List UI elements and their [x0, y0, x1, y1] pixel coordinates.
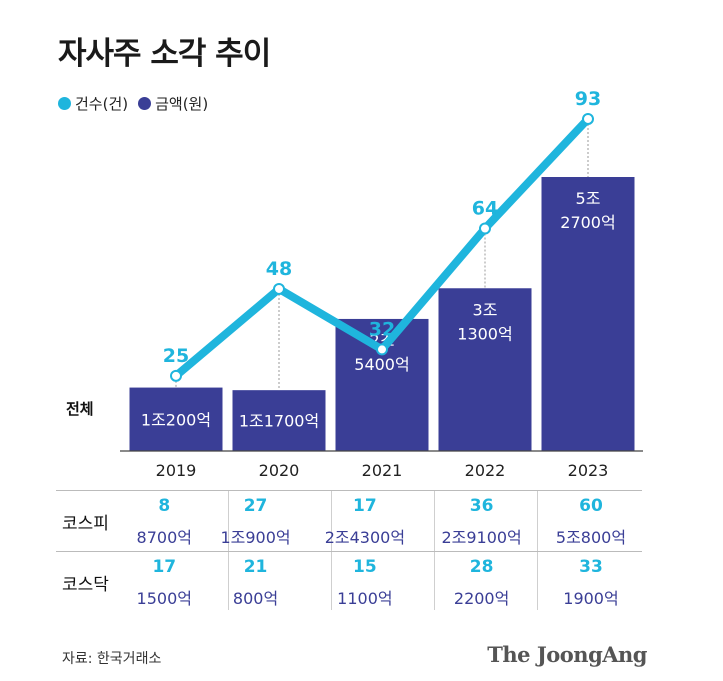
kospi-count-2020: 27	[204, 490, 307, 521]
column-divider	[434, 490, 435, 610]
table-row-kosdaq-amount: 1500억 800억 1100억 2200억 1900억	[56, 582, 642, 612]
count-label-2023: 93	[575, 88, 601, 110]
bar-label-2022: 3조	[473, 300, 498, 319]
kospi-count-2022: 36	[423, 490, 540, 521]
legend-amount-label: 금액(원)	[155, 95, 209, 113]
kosdaq-count-2023: 33	[539, 551, 642, 582]
source-note: 자료: 한국거래소	[62, 651, 162, 667]
legend-item-amount: 금액(원)	[138, 93, 208, 114]
legend-amount-swatch	[138, 97, 152, 110]
bar-label-2020: 1조1700억	[239, 412, 319, 431]
kospi-count-2023: 60	[539, 490, 642, 521]
kospi-amount-2022: 2조9100억	[441, 528, 522, 547]
column-divider	[331, 490, 332, 610]
kospi-count-2019: 8	[124, 490, 205, 521]
bar-label-2019: 1조200억	[141, 410, 211, 429]
chart-area: 1조200억 1조1700억2조5400억3조1300억5조2700억254832…	[120, 88, 643, 480]
year-label-2023: 2023	[568, 461, 609, 480]
count-point-2019	[170, 369, 182, 382]
year-label-2020: 2020	[259, 461, 300, 480]
kospi-amount-2019: 8700억	[136, 528, 192, 547]
year-label-2022: 2022	[465, 461, 506, 480]
count-label-2022: 64	[472, 198, 498, 220]
count-point-2021	[376, 343, 388, 356]
kospi-amount-2023: 5조800억	[555, 528, 627, 547]
chart-title: 자사주 소각 추이	[58, 36, 271, 72]
kosdaq-amount-2022: 2200억	[453, 589, 510, 608]
legend-item-count: 건수(건)	[58, 93, 128, 114]
year-label-2021: 2021	[362, 461, 403, 480]
bar-label-2021: 5400억	[354, 355, 409, 374]
kosdaq-count-2019: 17	[124, 551, 205, 582]
bar-label-2023: 5조	[576, 189, 601, 208]
market-label-kospi: 코스피	[56, 490, 124, 552]
bar-2020	[232, 390, 326, 451]
legend: 건수(건) 금액(원)	[58, 93, 218, 114]
market-label-kosdaq: 코스닥	[56, 551, 124, 612]
kosdaq-amount-2021: 1100억	[337, 589, 393, 608]
table-row-kosdaq-count: 코스닥 17 21 15 28 33	[56, 551, 642, 612]
row-label-total: 전체	[66, 400, 94, 418]
column-divider	[228, 490, 229, 610]
kosdaq-amount-2020: 800억	[232, 589, 279, 608]
count-point-2022	[479, 222, 491, 235]
count-label-2020: 48	[266, 258, 292, 280]
table-row-kospi-amount: 8700억 1조900억 2조4300억 2조9100억 5조800억	[56, 521, 642, 552]
bar-2021	[335, 318, 429, 451]
bar-2023	[541, 177, 635, 451]
bar-2022	[438, 288, 532, 451]
legend-count-label: 건수(건)	[75, 95, 129, 113]
kospi-amount-2021: 2조4300억	[324, 528, 406, 547]
year-label-2019: 2019	[156, 461, 197, 480]
count-point-2020	[273, 282, 285, 295]
kosdaq-count-2022: 28	[423, 551, 540, 582]
column-divider	[537, 490, 538, 610]
kosdaq-amount-2023: 1900억	[563, 589, 619, 608]
kosdaq-count-2020: 21	[204, 551, 307, 582]
kospi-amount-2020: 1조900억	[220, 528, 291, 547]
brand-logo: The JoongAng	[487, 642, 647, 667]
kospi-count-2021: 17	[306, 490, 424, 521]
count-label-2021: 32	[369, 318, 395, 340]
kosdaq-count-2021: 15	[306, 551, 424, 582]
bar-2019	[129, 387, 223, 451]
bar-label-2023: 2700억	[560, 213, 615, 232]
table-row-kospi-count: 코스피 8 27 17 36 60	[56, 490, 642, 552]
kosdaq-amount-2019: 1500억	[136, 589, 192, 608]
count-label-2019: 25	[163, 345, 189, 367]
count-point-2023	[582, 112, 594, 125]
legend-count-swatch	[58, 97, 71, 110]
market-table: 코스피 8 27 17 36 60 8700억 1조900억 2조4300억 2…	[56, 490, 642, 612]
bar-label-2022: 1300억	[457, 324, 512, 343]
